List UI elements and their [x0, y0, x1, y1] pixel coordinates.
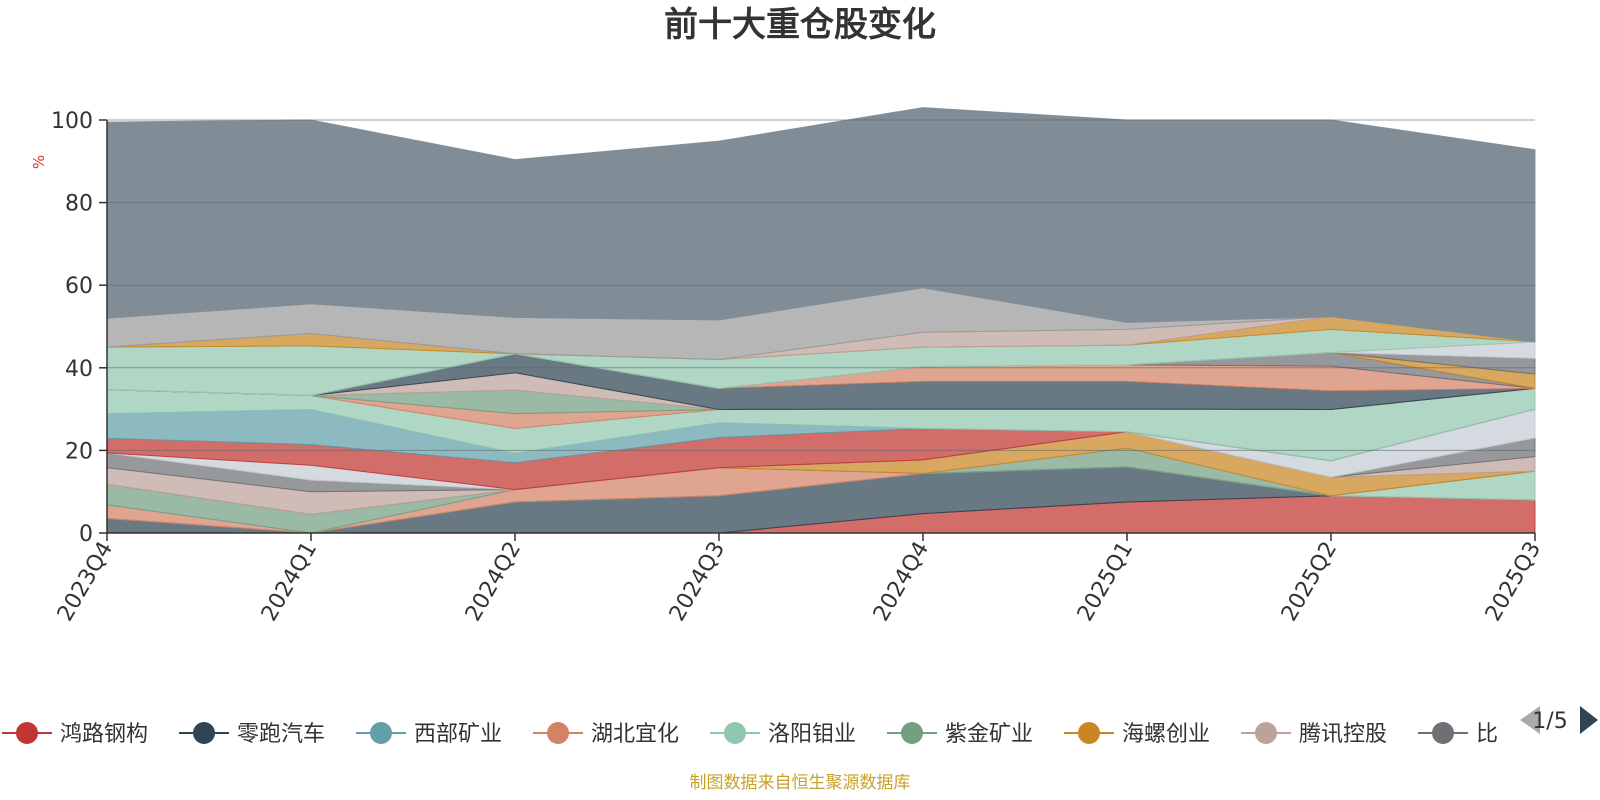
y-tick-label: 0: [79, 522, 93, 547]
legend-item-3[interactable]: 西部矿业: [356, 722, 502, 747]
area-series-27: [106, 107, 1536, 343]
x-tick-label: 2025Q2: [1277, 538, 1342, 626]
legend-dot-icon: [1078, 722, 1100, 744]
legend: 鸿路钢构 零跑汽车 西部矿业 湖北宜化 洛阳钼业 紫金矿业 海螺创业 腾讯控股 比: [2, 722, 1498, 747]
legend-dot-icon: [16, 722, 38, 744]
y-axis-unit: %: [30, 155, 48, 169]
legend-label: 洛阳钼业: [768, 722, 856, 747]
legend-dot-icon: [370, 722, 392, 744]
data-source-note: 制图数据来自恒生聚源数据库: [690, 773, 911, 793]
legend-prev-icon[interactable]: [1520, 706, 1540, 734]
legend-label: 西部矿业: [414, 722, 502, 747]
area-layer: [106, 107, 1536, 534]
x-tick-label: 2024Q2: [461, 538, 526, 626]
legend-label: 湖北宜化: [591, 722, 679, 747]
x-tick-label: 2024Q1: [257, 538, 322, 626]
legend-dot-icon: [193, 722, 215, 744]
legend-label: 比: [1476, 722, 1498, 747]
legend-item-1[interactable]: 鸿路钢构: [2, 722, 148, 747]
x-tick-label: 2025Q3: [1481, 538, 1546, 626]
x-tick-label: 2025Q1: [1073, 538, 1138, 626]
y-tick-label: 40: [65, 357, 93, 382]
y-tick-label: 60: [65, 274, 93, 299]
legend-dot-icon: [1432, 722, 1454, 744]
legend-item-4[interactable]: 湖北宜化: [533, 722, 679, 747]
legend-dot-icon: [901, 722, 923, 744]
y-tick-label: 100: [51, 109, 93, 134]
grid-lines: [107, 119, 1535, 451]
legend-item-8[interactable]: 腾讯控股: [1241, 722, 1387, 747]
legend-label: 腾讯控股: [1299, 722, 1387, 747]
chart-title: 前十大重仓股变化: [664, 5, 936, 45]
legend-item-9[interactable]: 比: [1418, 722, 1498, 747]
legend-item-5[interactable]: 洛阳钼业: [710, 722, 856, 747]
x-tick-label: 2024Q3: [665, 538, 730, 626]
y-tick-label: 80: [65, 192, 93, 217]
y-tick-label: 20: [65, 439, 93, 464]
legend-label: 鸿路钢构: [60, 722, 148, 747]
legend-label: 零跑汽车: [237, 722, 325, 747]
legend-dot-icon: [724, 722, 746, 744]
legend-next-icon[interactable]: [1580, 706, 1598, 734]
legend-item-6[interactable]: 紫金矿业: [887, 722, 1033, 747]
legend-dot-icon: [1255, 722, 1277, 744]
legend-label: 海螺创业: [1122, 722, 1210, 747]
legend-page-indicator: 1/5: [1532, 709, 1567, 734]
legend-pager: 1/5: [1520, 706, 1598, 734]
legend-item-7[interactable]: 海螺创业: [1064, 722, 1210, 747]
legend-item-2[interactable]: 零跑汽车: [179, 722, 325, 747]
x-tick-label: 2024Q4: [869, 538, 934, 626]
legend-dot-icon: [547, 722, 569, 744]
x-tick-label: 2023Q4: [53, 538, 118, 626]
legend-label: 紫金矿业: [945, 722, 1033, 747]
